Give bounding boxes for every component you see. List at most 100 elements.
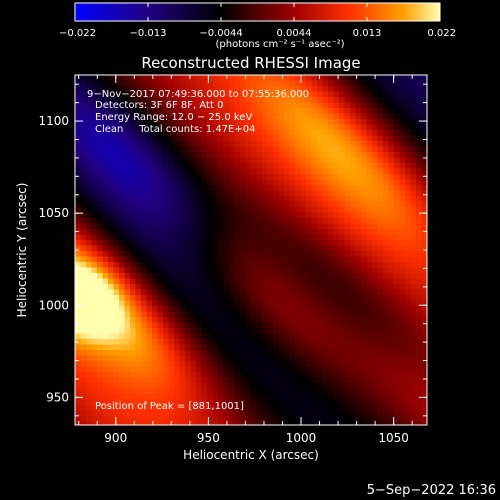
heatmap-cell bbox=[108, 97, 114, 103]
heatmap-cell bbox=[201, 289, 208, 296]
heatmap-cell bbox=[75, 350, 81, 356]
heatmap-cell bbox=[135, 80, 142, 87]
heatmap-cell bbox=[212, 245, 219, 252]
heatmap-cell bbox=[333, 317, 340, 323]
heatmap-cell bbox=[97, 196, 103, 202]
heatmap-cell bbox=[388, 366, 395, 373]
heatmap-cell bbox=[119, 234, 125, 241]
heatmap-cell bbox=[102, 383, 109, 389]
heatmap-cell bbox=[229, 262, 235, 268]
heatmap-cell bbox=[91, 174, 98, 180]
heatmap-cell bbox=[306, 306, 312, 312]
heatmap-cell bbox=[350, 416, 356, 422]
heatmap-cell bbox=[157, 306, 164, 312]
heatmap-cell bbox=[119, 372, 125, 378]
heatmap-cell bbox=[102, 141, 109, 147]
heatmap-cell bbox=[267, 377, 274, 384]
heatmap-cell bbox=[399, 350, 406, 356]
heatmap-cell bbox=[333, 333, 340, 340]
heatmap-cell bbox=[102, 361, 109, 367]
heatmap-cell bbox=[278, 218, 285, 224]
heatmap-cell bbox=[113, 273, 120, 279]
heatmap-cell bbox=[135, 146, 142, 153]
heatmap-cell bbox=[410, 190, 417, 197]
heatmap-cell bbox=[91, 317, 98, 323]
heatmap-cell bbox=[388, 317, 395, 323]
heatmap-cell bbox=[311, 218, 318, 224]
heatmap-cell bbox=[207, 229, 213, 235]
heatmap-cell bbox=[190, 190, 197, 197]
heatmap-cell bbox=[311, 289, 318, 296]
heatmap-cell bbox=[339, 185, 345, 191]
heatmap-cell bbox=[372, 289, 378, 296]
heatmap-cell bbox=[86, 421, 92, 426]
heatmap-cell bbox=[223, 223, 230, 230]
heatmap-cell bbox=[119, 245, 125, 252]
heatmap-cell bbox=[405, 179, 411, 186]
heatmap-cell bbox=[190, 339, 197, 345]
heatmap-cell bbox=[295, 229, 301, 235]
heatmap-cell bbox=[256, 190, 263, 197]
heatmap-cell bbox=[201, 207, 208, 213]
heatmap-cell bbox=[328, 75, 334, 81]
heatmap-cell bbox=[295, 174, 301, 180]
heatmap-cell bbox=[168, 377, 175, 384]
heatmap-cell bbox=[80, 196, 87, 202]
heatmap-cell bbox=[416, 383, 422, 389]
heatmap-cell bbox=[416, 163, 422, 169]
heatmap-cell bbox=[102, 278, 109, 285]
heatmap-cell bbox=[333, 421, 340, 426]
heatmap-cell bbox=[124, 394, 131, 400]
heatmap-cell bbox=[212, 146, 219, 153]
heatmap-cell bbox=[300, 163, 307, 169]
heatmap-cell bbox=[196, 218, 202, 224]
heatmap-cell bbox=[306, 190, 312, 197]
heatmap-cell bbox=[366, 91, 373, 98]
heatmap-cell bbox=[416, 251, 422, 257]
heatmap-cell bbox=[185, 377, 191, 384]
heatmap-cell bbox=[333, 350, 340, 356]
heatmap-cell bbox=[366, 168, 373, 175]
heatmap-cell bbox=[421, 245, 428, 252]
heatmap-cell bbox=[234, 86, 241, 92]
heatmap-cell bbox=[306, 201, 312, 208]
heatmap-cell bbox=[218, 163, 224, 169]
heatmap-cell bbox=[201, 179, 208, 186]
heatmap-cell bbox=[130, 377, 136, 384]
heatmap-cell bbox=[86, 267, 92, 274]
heatmap-cell bbox=[278, 306, 285, 312]
heatmap-cell bbox=[86, 339, 92, 345]
heatmap-cell bbox=[410, 355, 417, 362]
heatmap-cell bbox=[388, 311, 395, 318]
heatmap-cell bbox=[273, 333, 279, 340]
heatmap-cell bbox=[229, 344, 235, 351]
heatmap-cell bbox=[333, 201, 340, 208]
heatmap-cell bbox=[218, 157, 224, 164]
heatmap-cell bbox=[388, 179, 395, 186]
heatmap-cell bbox=[174, 311, 180, 318]
heatmap-cell bbox=[295, 91, 301, 98]
heatmap-cell bbox=[388, 119, 395, 125]
heatmap-cell bbox=[91, 119, 98, 125]
heatmap-cell bbox=[174, 207, 180, 213]
heatmap-cell bbox=[328, 350, 334, 356]
heatmap-cell bbox=[152, 355, 158, 362]
heatmap-cell bbox=[355, 361, 362, 367]
heatmap-cell bbox=[405, 322, 411, 329]
heatmap-cell bbox=[372, 350, 378, 356]
heatmap-cell bbox=[317, 339, 323, 345]
heatmap-cell bbox=[152, 113, 158, 120]
heatmap-cell bbox=[410, 245, 417, 252]
heatmap-cell bbox=[130, 322, 136, 329]
heatmap-cell bbox=[108, 311, 114, 318]
heatmap-cell bbox=[80, 278, 87, 285]
heatmap-cell bbox=[355, 119, 362, 125]
heatmap-cell bbox=[350, 361, 356, 367]
heatmap-cell bbox=[108, 212, 114, 219]
heatmap-cell bbox=[179, 240, 186, 246]
heatmap-cell bbox=[383, 80, 389, 87]
heatmap-cell bbox=[97, 278, 103, 285]
heatmap-cell bbox=[383, 113, 389, 120]
heatmap-cell bbox=[223, 108, 230, 114]
heatmap-cell bbox=[284, 207, 290, 213]
